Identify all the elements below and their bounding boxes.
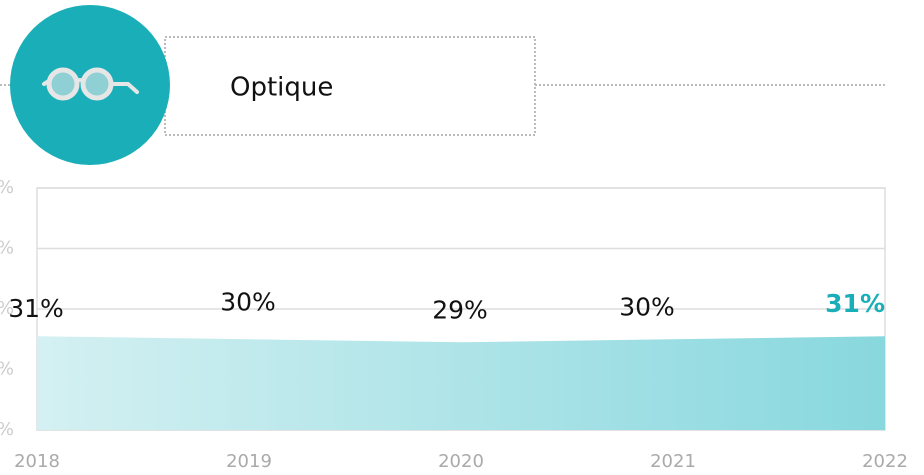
y-tick-label: 0% <box>0 419 14 440</box>
x-tick-label: 2020 <box>438 451 484 472</box>
y-tick-label: 60% <box>0 238 14 259</box>
x-tick-label: 2019 <box>226 451 272 472</box>
area <box>37 336 885 430</box>
value-label: 31% <box>8 294 64 323</box>
y-tick-label: 20% <box>0 359 14 380</box>
x-tick-label: 2018 <box>14 451 60 472</box>
chart-title: Optique <box>230 73 333 103</box>
y-tick-label: 80% <box>0 177 14 198</box>
y-tick-label: 40% <box>0 298 14 319</box>
header: Optique <box>0 5 885 165</box>
title-box <box>164 36 536 136</box>
value-label: 31% <box>825 289 885 318</box>
value-label: 30% <box>220 287 276 316</box>
x-tick-label: 2022 <box>862 451 908 472</box>
glasses-icon <box>42 67 139 101</box>
x-tick-label: 2021 <box>650 451 696 472</box>
value-label: 29% <box>432 295 488 324</box>
value-label: 30% <box>619 292 675 321</box>
